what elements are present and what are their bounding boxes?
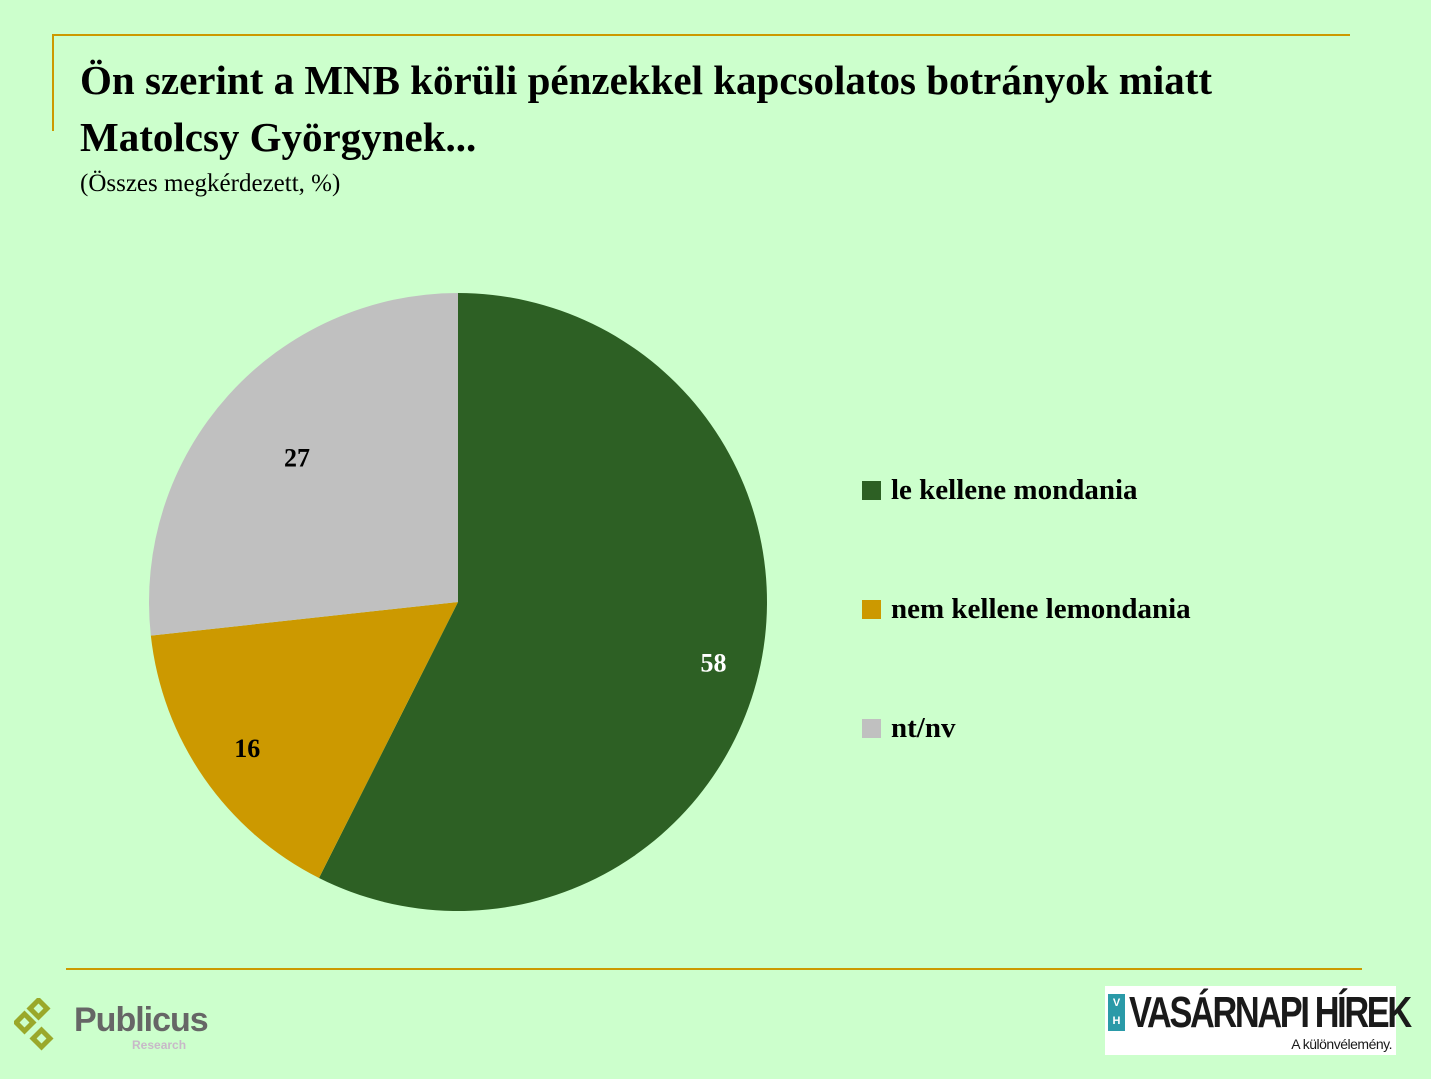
publicus-diamonds-icon xyxy=(14,998,54,1051)
legend-label: le kellene mondania xyxy=(891,473,1138,506)
legend-item: le kellene mondania xyxy=(862,470,1191,510)
vh-badge: V H xyxy=(1108,994,1125,1031)
vh-name: VASÁRNAPI HÍREK xyxy=(1129,988,1412,1037)
vasarnapi-hirek-logo: V H VASÁRNAPI HÍREK A különvélemény. xyxy=(1105,986,1412,1055)
legend-label: nem kellene lemondania xyxy=(891,592,1191,625)
legend-swatch xyxy=(862,599,881,619)
data-label: 16 xyxy=(234,734,260,763)
legend-item: nem kellene lemondania xyxy=(862,589,1191,629)
chart-title: Ön szerint a MNB körüli pénzekkel kapcso… xyxy=(80,57,1213,160)
publicus-sub: Research xyxy=(132,1038,187,1052)
legend-swatch xyxy=(862,480,881,500)
chart-subtitle: (Összes megkérdezett, %) xyxy=(80,170,341,197)
footer-rule xyxy=(66,968,1362,970)
publicus-name: Publicus xyxy=(74,1001,209,1039)
slice-nem-kellene-lemondania xyxy=(150,602,458,878)
legend-item: nt/nv xyxy=(862,708,1191,748)
data-label: 27 xyxy=(284,444,310,473)
title-rule-left xyxy=(52,34,54,131)
legend-label: nt/nv xyxy=(891,711,956,744)
data-label: 58 xyxy=(701,649,727,678)
title-rule-top xyxy=(52,34,1350,36)
legend: le kellene mondania nem kellene lemondan… xyxy=(862,470,1191,827)
slice-nt-nv xyxy=(148,293,458,636)
slice-le-kellene-mondania xyxy=(319,293,767,911)
publicus-logo: Publicus Research xyxy=(14,998,214,1058)
legend-swatch xyxy=(862,718,881,738)
vh-tagline: A különvélemény. xyxy=(1291,1036,1392,1052)
